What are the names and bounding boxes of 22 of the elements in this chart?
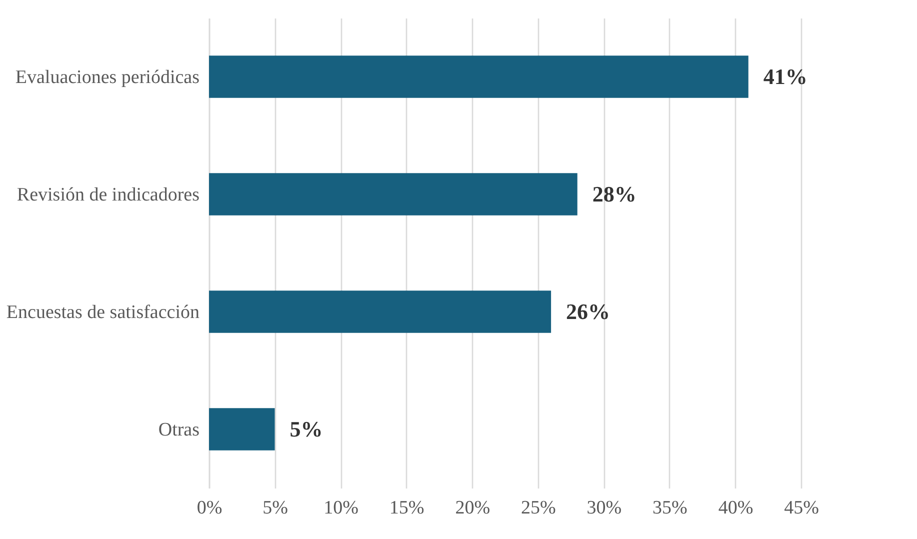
bar — [209, 173, 578, 216]
data-label: 41% — [763, 64, 808, 89]
y-tick-label: Revisión de indicadores — [16, 184, 200, 206]
x-tick-label: 5% — [262, 498, 288, 518]
x-tick-label: 20% — [455, 498, 490, 518]
x-tick-label: 30% — [586, 498, 622, 518]
x-tick-label: 25% — [520, 498, 556, 518]
data-label: 5% — [290, 416, 323, 442]
x-tick-label: 45% — [784, 498, 820, 518]
data-label: 28% — [592, 181, 636, 206]
bar — [209, 408, 275, 450]
x-tick-label: 0% — [196, 498, 222, 518]
bar — [209, 290, 552, 333]
data-label: 26% — [566, 298, 610, 324]
x-tick-label: 40% — [718, 498, 754, 518]
x-tick-label: 10% — [324, 498, 359, 518]
y-tick-label: Otras — [158, 419, 200, 440]
x-tick-label: 35% — [652, 498, 688, 518]
y-tick-label: Encuestas de satisfacción — [6, 302, 200, 323]
x-tick-label: 15% — [389, 498, 424, 518]
y-tick-label: Evaluaciones periódicas — [15, 66, 200, 88]
bar — [209, 56, 748, 98]
